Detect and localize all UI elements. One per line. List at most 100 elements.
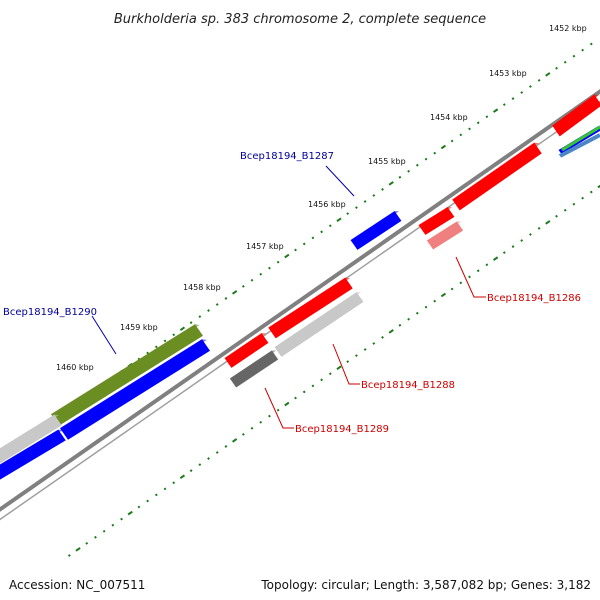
cds-reverse-edge <box>0 429 66 480</box>
cds-forward-1288c-face <box>224 333 267 359</box>
minor-tick-mark <box>294 396 297 400</box>
scale-tick-mark <box>146 351 150 355</box>
scale-tick-mark <box>476 121 480 125</box>
cds-dark-1289 <box>229 350 279 388</box>
tick-label-1453: 1453 kbp <box>489 69 527 78</box>
minor-tick-mark <box>424 305 428 309</box>
cds-reverse-top-2-face <box>558 132 600 155</box>
scale-tick-mark <box>363 200 367 203</box>
minor-tick-mark <box>328 372 332 376</box>
minor-tick-mark <box>336 365 342 370</box>
minor-tick-mark <box>398 323 402 327</box>
cds-reverse-1287 <box>350 211 402 250</box>
scale-tick-mark <box>268 266 271 270</box>
gene-label-b1286: Bcep18194_B1286 <box>487 293 581 304</box>
scale-tick-mark <box>163 339 167 343</box>
scale-tick-mark <box>276 260 280 264</box>
scale-tick-mark <box>215 303 219 306</box>
tick-label-1452: 1452 kbp <box>549 24 587 33</box>
scale-tick-mark <box>320 230 324 234</box>
minor-tick-mark <box>137 505 141 509</box>
minor-tick-mark <box>563 208 567 212</box>
scale-tick-mark <box>545 72 551 77</box>
gene-label-b1290: Bcep18194_B1290 <box>3 307 97 318</box>
scale-tick-mark <box>485 115 489 119</box>
minor-tick-mark <box>388 329 394 334</box>
scale-tick-mark <box>502 103 506 107</box>
cds-olive-1290-face <box>51 324 200 415</box>
scale-tick-mark <box>189 321 193 325</box>
minor-tick-mark <box>172 481 176 485</box>
minor-tick-mark <box>381 336 384 339</box>
minor-tick-mark <box>545 220 551 225</box>
minor-tick-mark <box>502 251 506 255</box>
dot-track-inner <box>67 184 600 557</box>
minor-tick-mark <box>94 535 97 539</box>
minor-tick-mark <box>572 202 576 206</box>
cds-reverse-1290-face <box>60 339 207 429</box>
minor-tick-mark <box>529 233 532 236</box>
cds-forward-1288a <box>268 277 353 339</box>
minor-tick-mark <box>241 432 245 436</box>
minor-tick-mark <box>597 184 600 189</box>
minor-tick-mark <box>372 342 376 345</box>
scale-tick-mark <box>207 309 210 312</box>
scale-tick-mark <box>346 212 350 216</box>
leader-b1290 <box>91 315 117 355</box>
scale-tick-mark <box>232 290 238 295</box>
cds-forward-1288c <box>224 333 269 368</box>
scale-tick-mark <box>355 206 358 209</box>
feature-track <box>0 94 600 480</box>
minor-tick-mark <box>146 499 150 503</box>
minor-tick-mark <box>537 227 541 230</box>
cds-green-top <box>561 125 600 152</box>
scale-tick-mark <box>241 284 245 288</box>
scale-tick-mark <box>372 194 376 197</box>
genome-stats-text: Topology: circular; Length: 3,587,082 bp… <box>261 578 591 592</box>
scale-tick-mark <box>259 272 263 276</box>
scale-tick-mark <box>407 169 411 173</box>
scale-tick-mark <box>415 163 419 167</box>
scale-tick-mark <box>224 297 228 300</box>
minor-tick-mark <box>511 245 515 248</box>
tick-label-1456: 1456 kbp <box>308 200 346 209</box>
gene-label-b1289: Bcep18194_B1289 <box>295 424 389 435</box>
minor-tick-mark <box>259 420 263 424</box>
tick-label-1460: 1460 kbp <box>56 363 94 372</box>
minor-tick-mark <box>189 469 193 473</box>
cds-reverse-edge-face <box>0 429 63 468</box>
scale-tick-mark <box>172 333 176 337</box>
scale-tick-mark <box>468 127 471 131</box>
cds-reverse-top-2 <box>558 133 600 158</box>
cds-forward-3 <box>418 207 455 235</box>
minor-tick-mark <box>311 384 315 388</box>
minor-tick-mark <box>198 463 202 467</box>
scale-tick-mark <box>492 108 499 113</box>
minor-tick-mark <box>250 426 254 430</box>
scale-tick-mark <box>555 66 558 70</box>
minor-tick-mark <box>302 390 306 394</box>
scale-tick-mark <box>433 151 437 155</box>
scale-tick-mark <box>250 278 254 282</box>
cds-forward-4-face <box>426 221 462 241</box>
scale-tick-mark <box>589 42 593 46</box>
cds-gray-edge-face <box>0 414 59 452</box>
tick-label-1455: 1455 kbp <box>368 157 406 166</box>
minor-tick-mark <box>224 445 228 448</box>
gene-labels: Bcep18194_B1287 Bcep18194_B1286 Bcep1819… <box>3 151 581 435</box>
scale-tick-mark <box>529 85 532 88</box>
scale-tick-mark <box>520 91 524 94</box>
scale-tick-mark <box>572 54 576 58</box>
minor-tick-mark <box>407 317 411 321</box>
leader-b1289 <box>264 387 294 429</box>
minor-tick-mark <box>440 292 447 298</box>
cds-dark-1289-face <box>229 350 277 379</box>
minor-tick-mark <box>485 263 489 267</box>
cds-forward-1 <box>552 94 600 137</box>
minor-tick-mark <box>476 269 480 273</box>
scale-tick-mark <box>336 217 342 222</box>
scale-tick-mark <box>154 345 158 349</box>
minor-tick-mark <box>346 360 350 364</box>
cds-forward-2-face <box>452 142 539 201</box>
accession-text: Accession: NC_007511 <box>9 578 146 592</box>
